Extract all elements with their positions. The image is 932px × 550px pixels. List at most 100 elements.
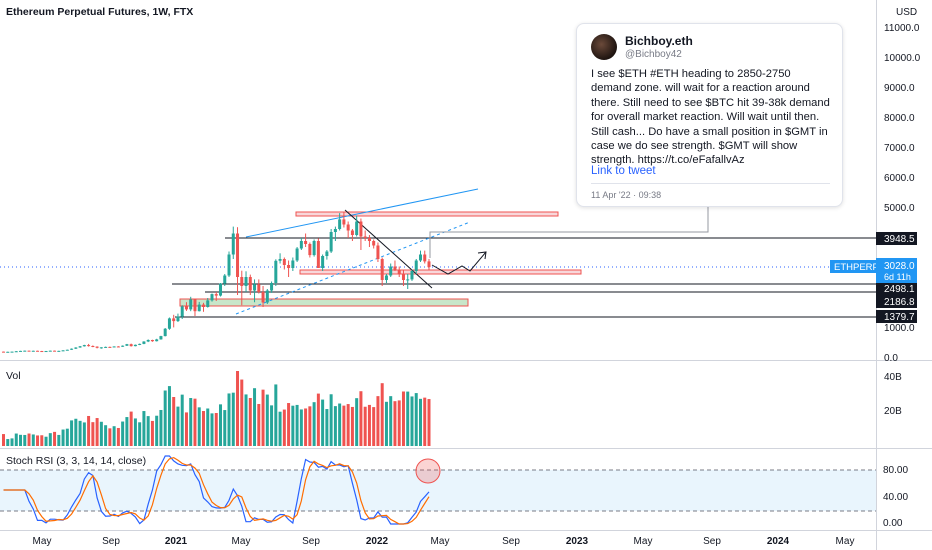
volume-bar	[393, 401, 397, 446]
candle-body	[389, 266, 393, 276]
candle-body	[291, 260, 295, 268]
volume-bar	[125, 417, 129, 446]
candle-body	[125, 344, 129, 346]
candle-body	[95, 346, 99, 348]
candle-body	[197, 304, 201, 312]
volume-bar	[214, 413, 218, 446]
candle-body	[316, 241, 320, 268]
volume-bar	[236, 371, 240, 446]
candle-body	[397, 269, 401, 274]
candle-body	[116, 346, 120, 348]
candle-body	[278, 259, 282, 261]
candle-body	[19, 350, 23, 352]
candle-body	[99, 347, 103, 349]
volume-bar	[291, 405, 295, 446]
candle-body	[31, 350, 35, 352]
price-tick: 5000.0	[884, 203, 915, 214]
candle-body	[376, 245, 380, 259]
projection-arrowhead	[477, 251, 487, 260]
candle-body	[282, 259, 286, 265]
level-label-3: 2186.8	[876, 295, 917, 308]
link-to-tweet[interactable]: Link to tweet	[591, 165, 656, 177]
volume-bar	[312, 402, 316, 446]
volume-bar	[401, 391, 405, 446]
volume-bar	[150, 420, 154, 446]
volume-bar	[10, 438, 14, 446]
stoch-tick-40: 40.00	[883, 492, 908, 503]
candle-body	[380, 259, 384, 280]
stoch-tick-80: 80.00	[883, 465, 908, 476]
volume-bar	[65, 428, 69, 446]
volume-bar	[146, 416, 150, 446]
level-label-1: 3948.5	[876, 232, 917, 245]
volume-bar	[308, 406, 312, 446]
volume-bar	[410, 396, 414, 446]
candle-body	[53, 350, 57, 352]
candle-body	[104, 346, 108, 348]
candle-body	[423, 254, 427, 262]
candle-body	[57, 350, 61, 352]
volume-bar	[163, 390, 167, 446]
volume-bar	[57, 434, 61, 446]
stoch-tick-0: 0.00	[883, 518, 903, 529]
candle-body	[121, 345, 125, 347]
volume-bar	[40, 435, 44, 446]
volume-bar	[108, 428, 112, 446]
volume-bar	[355, 398, 359, 446]
candle-body	[265, 290, 269, 303]
volume-bar	[87, 415, 91, 446]
candle-body	[87, 345, 91, 347]
candle-body	[367, 238, 371, 241]
volume-bar	[287, 403, 291, 446]
level-label-4: 1379.7	[876, 310, 917, 323]
volume-bar	[2, 434, 5, 446]
candle-body	[414, 260, 418, 271]
candle-body	[261, 292, 265, 303]
volume-bar	[227, 393, 231, 446]
time-tick: May	[431, 536, 450, 547]
volume-bar	[184, 412, 188, 446]
tweet-card[interactable]: Bichboy.eth @Bichboy42 I see $ETH #ETH h…	[576, 23, 843, 207]
chart-title: Ethereum Perpetual Futures, 1W, FTX	[6, 6, 193, 18]
volume-bar	[278, 411, 282, 446]
volume-bar	[265, 394, 269, 446]
volume-bar	[197, 407, 201, 446]
candle-body	[299, 241, 303, 249]
time-tick: May	[634, 536, 653, 547]
candle-body	[227, 254, 231, 276]
candle-body	[410, 271, 414, 280]
volume-bar	[193, 398, 197, 446]
candle-body	[338, 219, 342, 229]
candle-body	[270, 283, 274, 291]
candle-body	[138, 343, 142, 345]
volume-bar	[159, 409, 163, 446]
demand-zone-low	[179, 298, 469, 307]
volume-bar	[95, 418, 99, 446]
candle-body	[155, 339, 159, 342]
time-tick: May	[836, 536, 855, 547]
candle-body	[193, 299, 197, 312]
candle-body	[342, 219, 346, 225]
volume-bar	[82, 422, 86, 446]
candle-body	[184, 306, 188, 310]
candle-body	[176, 316, 180, 322]
projection-arrow	[431, 251, 487, 275]
volume-bar	[384, 401, 388, 446]
candle-body	[14, 351, 18, 353]
volume-bar	[261, 389, 265, 446]
candle-body	[6, 351, 10, 353]
volume-bar	[244, 394, 248, 446]
time-tick: 2024	[767, 536, 790, 547]
candle-body	[167, 318, 171, 329]
channel-upper	[245, 188, 479, 238]
time-tick: Sep	[302, 536, 320, 547]
candle-body	[27, 350, 31, 352]
candle-body	[231, 233, 235, 255]
volume-bar	[240, 379, 244, 446]
candle-body	[133, 344, 137, 347]
price-tick: 10000.0	[884, 53, 921, 64]
candle-body	[393, 266, 397, 270]
volume-bar	[248, 397, 252, 446]
svg-text:2498.1: 2498.1	[884, 284, 915, 295]
time-axis: May Sep 2021 May Sep 2022 May Sep 2023 May Sep 2024…	[33, 536, 855, 547]
